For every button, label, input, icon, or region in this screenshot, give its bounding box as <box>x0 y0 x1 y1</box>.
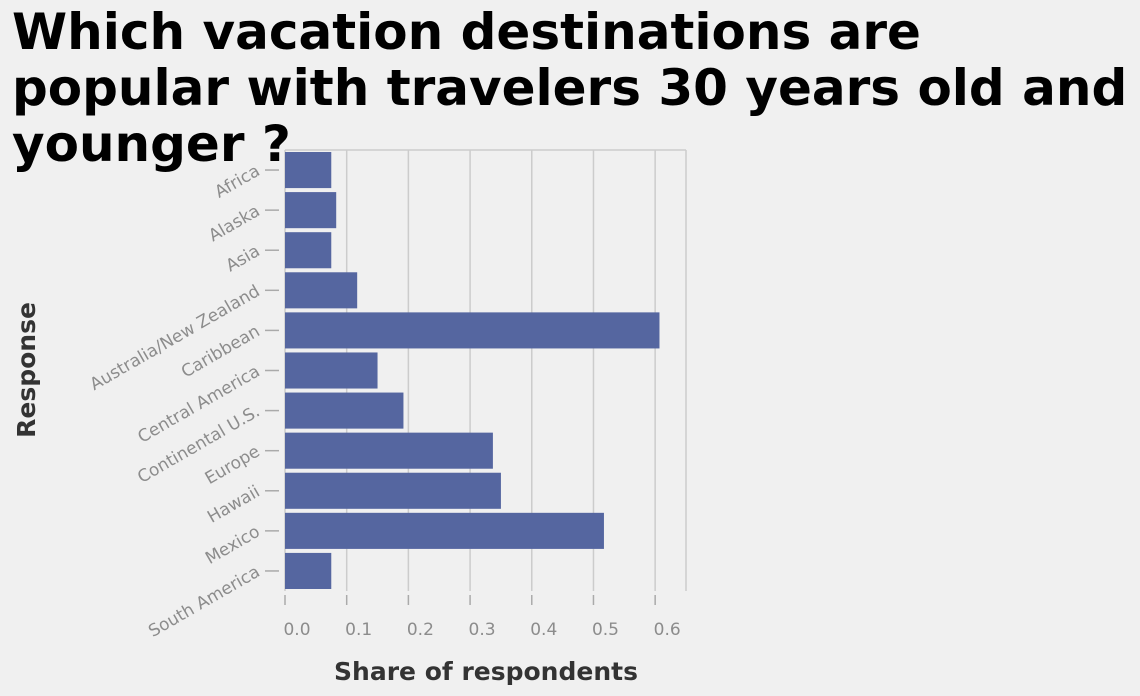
bar <box>285 272 358 309</box>
y-tick-label: Mexico <box>202 522 263 569</box>
bar <box>285 312 660 349</box>
bar <box>285 472 501 509</box>
bar <box>285 392 404 429</box>
x-tick-label: 0.4 <box>530 620 557 640</box>
bar <box>285 432 493 469</box>
bar <box>285 192 337 229</box>
x-tick-label: 0.1 <box>345 620 372 640</box>
bars <box>285 152 660 589</box>
x-axis-title: Share of respondents <box>334 657 638 686</box>
chart-title: Which vacation destinations are popular … <box>12 3 1128 173</box>
y-tick-label: Asia <box>223 241 264 276</box>
bar <box>285 152 332 189</box>
y-tick-label: Alaska <box>205 201 263 246</box>
x-tick-label: 0.2 <box>407 620 434 640</box>
y-tick-label: Hawaii <box>204 482 263 528</box>
x-tick-label: 0.5 <box>592 620 619 640</box>
bar <box>285 512 604 549</box>
bar <box>285 352 378 389</box>
y-tick-label: Africa <box>211 161 263 203</box>
bar <box>285 232 332 269</box>
bar <box>285 552 332 589</box>
x-tick-label: 0.0 <box>283 620 310 640</box>
x-tick-label: 0.3 <box>469 620 496 640</box>
y-axis-title: Response <box>12 302 41 438</box>
x-axis-ticks: 0.0 0.1 0.2 0.3 0.4 0.5 0.6 <box>283 595 681 640</box>
y-tick-label: South America <box>145 562 263 642</box>
x-tick-label: 0.6 <box>654 620 681 640</box>
